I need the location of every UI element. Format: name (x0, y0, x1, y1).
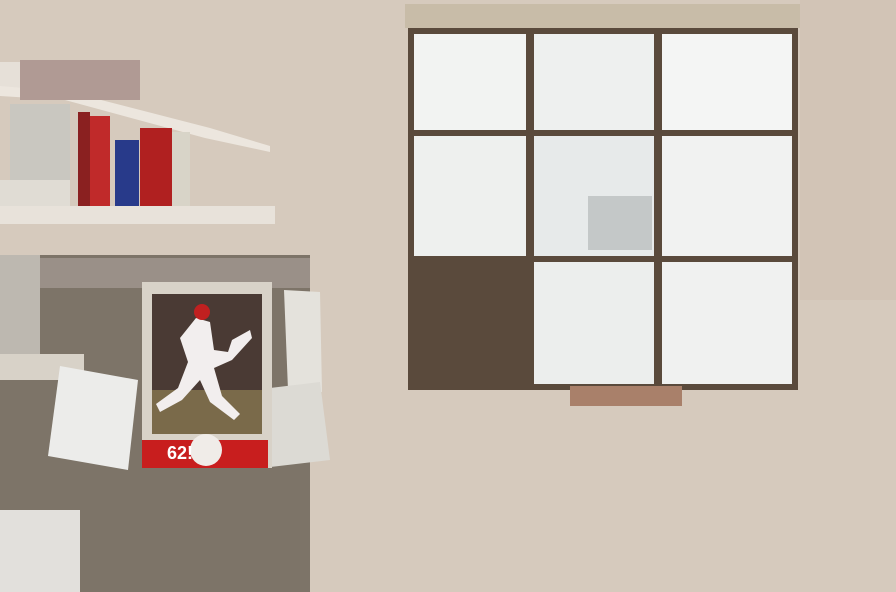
window (405, 4, 800, 406)
baseball-poster (142, 282, 272, 468)
wall-shelves (0, 60, 275, 224)
poster-number-label: 62! (166, 443, 193, 463)
right-wall (800, 0, 896, 300)
